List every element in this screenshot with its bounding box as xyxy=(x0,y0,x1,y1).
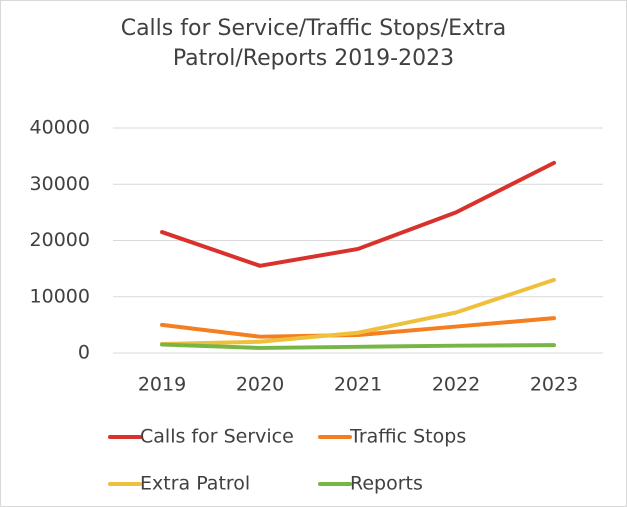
series-line xyxy=(160,342,556,350)
x-tick-label: 2023 xyxy=(530,374,578,396)
y-tick-label: 10000 xyxy=(30,285,90,307)
series-line xyxy=(160,277,556,346)
legend-label: Reports xyxy=(350,473,423,495)
y-tick-label: 0 xyxy=(78,342,90,364)
legend-label: Traffic Stops xyxy=(349,426,466,448)
x-tick-label: 2020 xyxy=(236,374,284,396)
legend-label: Extra Patrol xyxy=(140,473,250,495)
x-tick-label: 2021 xyxy=(334,374,382,396)
series-line xyxy=(160,160,556,268)
x-tick-label: 2022 xyxy=(432,374,480,396)
y-tick-label: 30000 xyxy=(30,173,90,195)
series-line xyxy=(160,316,556,339)
y-tick-label: 40000 xyxy=(30,117,90,139)
x-tick-label: 2019 xyxy=(138,374,186,396)
chart-title: Calls for Service/Traffic Stops/Extra Pa… xyxy=(120,16,507,71)
y-tick-label: 20000 xyxy=(30,229,90,251)
legend-label: Calls for Service xyxy=(140,426,294,448)
